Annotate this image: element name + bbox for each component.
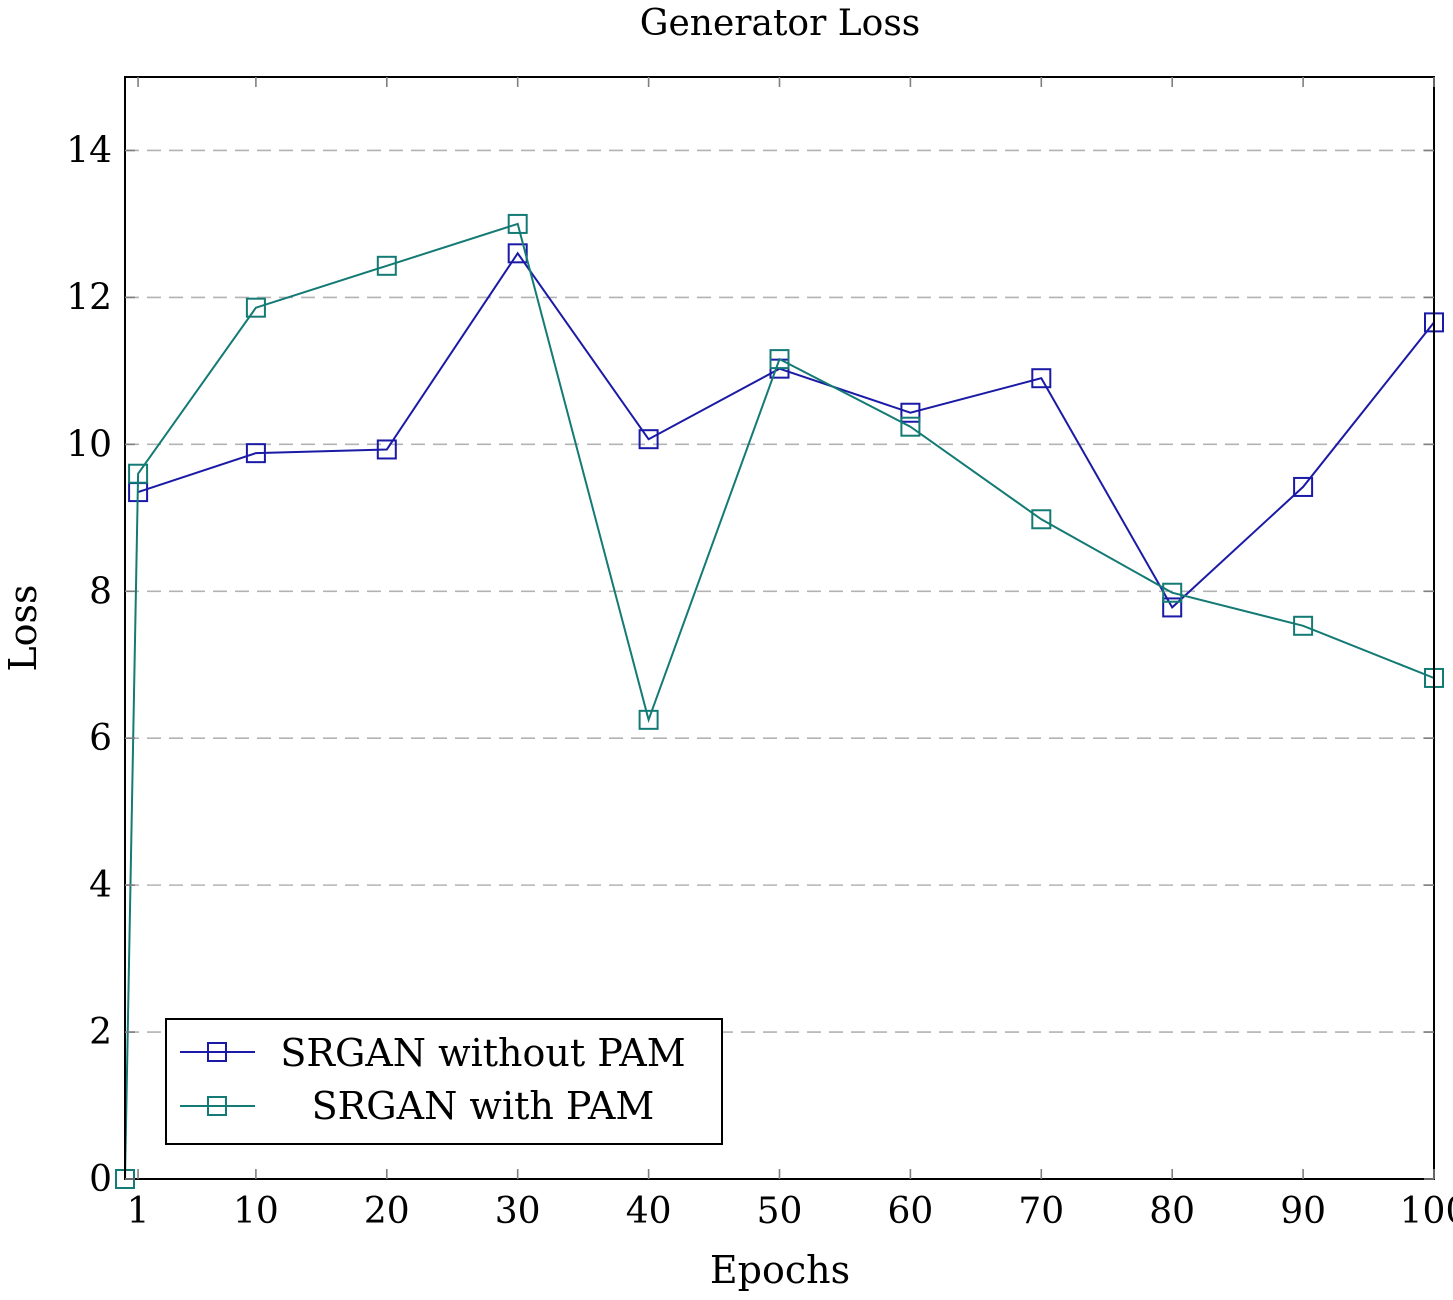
y-axis-title: Loss xyxy=(1,584,45,671)
x-tick-label: 100 xyxy=(1400,1191,1453,1232)
x-tick-label: 1 xyxy=(127,1191,150,1232)
legend-marker-with-pam xyxy=(207,1096,227,1116)
y-tick-label: 14 xyxy=(66,130,112,171)
data-point-series-0 xyxy=(1162,597,1183,618)
y-tick-label: 8 xyxy=(89,571,112,612)
legend: SRGAN without PAM SRGAN with PAM xyxy=(165,1018,723,1145)
legend-box xyxy=(165,1018,723,1145)
data-point-series-1 xyxy=(1162,582,1183,603)
x-tick-label: 30 xyxy=(495,1191,541,1232)
y-tick-label: 6 xyxy=(89,718,112,759)
data-point-series-0 xyxy=(1293,476,1314,497)
data-point-series-1 xyxy=(769,349,790,370)
data-point-series-0 xyxy=(376,439,397,460)
data-point-series-1 xyxy=(638,709,659,730)
data-point-series-0 xyxy=(638,429,659,450)
data-point-series-1 xyxy=(507,213,528,234)
x-tick-label: 80 xyxy=(1149,1191,1195,1232)
axis-ticks: 0 2 4 6 8 10 12 14 1 10 20 30 40 50 60 70 80 90 100 xyxy=(66,77,1453,1232)
chart-title: Generator Loss xyxy=(640,3,921,44)
x-tick-label: 70 xyxy=(1018,1191,1064,1232)
x-axis-title: Epochs xyxy=(710,1248,850,1292)
data-point-series-0 xyxy=(900,402,921,423)
legend-label-with-pam: SRGAN with PAM xyxy=(312,1084,655,1128)
legend-marker-without-pam xyxy=(207,1042,227,1062)
series-line-1 xyxy=(124,222,1435,1180)
x-tick-label: 90 xyxy=(1280,1191,1326,1232)
legend-label-without-pam: SRGAN without PAM xyxy=(280,1031,685,1075)
x-tick-label: 10 xyxy=(233,1191,279,1232)
y-tick-label: 2 xyxy=(89,1012,112,1053)
grid-lines xyxy=(125,149,1434,1033)
data-point-series-1 xyxy=(900,416,921,437)
data-point-series-0 xyxy=(507,243,528,264)
x-tick-label: 20 xyxy=(364,1191,410,1232)
x-tick-label: 50 xyxy=(757,1191,803,1232)
y-tick-label: 4 xyxy=(89,865,112,906)
x-tick-label: 40 xyxy=(626,1191,672,1232)
data-point-series-1 xyxy=(1031,509,1052,530)
y-tick-label: 10 xyxy=(66,424,112,465)
x-tick-label: 60 xyxy=(887,1191,933,1232)
y-tick-label: 0 xyxy=(89,1159,112,1200)
data-point-series-1 xyxy=(245,297,266,318)
y-tick-label: 12 xyxy=(66,277,112,318)
data-point-series-0 xyxy=(245,443,266,464)
data-point-series-1 xyxy=(376,255,397,276)
data-point-series-0 xyxy=(1031,368,1052,389)
data-point-series-1 xyxy=(128,463,149,484)
data-point-series-1 xyxy=(1293,615,1314,636)
